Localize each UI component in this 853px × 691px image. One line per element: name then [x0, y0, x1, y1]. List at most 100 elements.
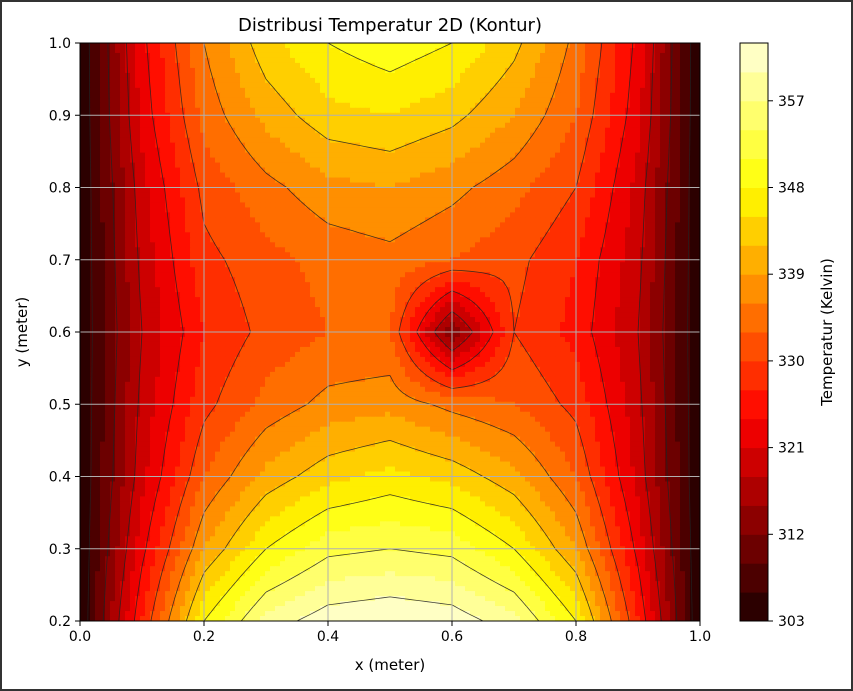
contour-cell — [490, 232, 496, 238]
contour-cell — [230, 72, 236, 79]
contour-cell — [410, 43, 416, 49]
contour-cell — [155, 62, 161, 69]
contour-cell — [440, 142, 446, 149]
contour-cell — [625, 232, 631, 238]
contour-cell — [145, 72, 151, 79]
contour-cell — [510, 102, 516, 109]
contour-cell — [95, 137, 101, 144]
contour-cell — [625, 87, 631, 94]
contour-cell — [415, 227, 421, 233]
contour-cell — [550, 43, 556, 49]
contour-cell — [415, 172, 421, 179]
contour-cell — [110, 127, 116, 134]
contour-cell — [560, 82, 566, 89]
contour-cell — [595, 222, 601, 228]
contour-cell — [115, 152, 121, 159]
contour-cell — [550, 197, 556, 204]
contour-cell — [280, 67, 286, 74]
contour-cell — [380, 177, 386, 184]
contour-cell — [110, 77, 116, 84]
contour-cell — [575, 92, 581, 99]
contour-cell — [420, 157, 426, 164]
contour-cell — [510, 52, 516, 59]
contour-cell — [655, 207, 661, 214]
contour-cell — [150, 62, 156, 69]
contour-cell — [575, 57, 581, 64]
contour-cell — [135, 43, 141, 49]
contour-cell — [525, 107, 531, 114]
contour-cell — [395, 97, 401, 104]
contour-cell — [475, 182, 481, 189]
contour-cell — [365, 107, 371, 114]
contour-cell — [510, 172, 516, 179]
contour-cell — [690, 77, 696, 84]
contour-cell — [240, 207, 246, 214]
contour-cell — [630, 52, 636, 59]
contour-cell — [380, 137, 386, 144]
contour-cell — [565, 47, 571, 54]
contour-cell — [225, 227, 231, 233]
contour-cell — [670, 102, 676, 109]
contour-cell — [100, 167, 106, 174]
contour-cell — [450, 52, 456, 59]
contour-cell — [250, 177, 256, 184]
contour-cell — [320, 167, 326, 174]
contour-cell — [510, 72, 516, 79]
contour-cell — [645, 237, 651, 243]
contour-cell — [300, 237, 306, 243]
contour-cell — [485, 127, 491, 134]
contour-cell — [595, 107, 601, 114]
contour-cell — [605, 132, 611, 139]
contour-cell — [615, 132, 621, 139]
contour-cell — [680, 47, 686, 54]
contour-cell — [400, 97, 406, 104]
contour-cell — [545, 217, 551, 223]
contour-cell — [530, 137, 536, 144]
contour-cell — [250, 67, 256, 74]
contour-cell — [235, 192, 241, 199]
contour-cell — [205, 147, 211, 154]
contour-cell — [395, 142, 401, 149]
contour-cell — [475, 142, 481, 149]
contour-cell — [465, 207, 471, 214]
contour-cell — [655, 172, 661, 179]
contour-cell — [490, 212, 496, 218]
contour-cell — [460, 107, 466, 114]
contour-cell — [445, 127, 451, 134]
contour-cell — [420, 227, 426, 233]
contour-cell — [195, 102, 201, 109]
contour-cell — [655, 192, 661, 199]
contour-cell — [615, 207, 621, 214]
contour-cell — [490, 152, 496, 159]
contour-cell — [205, 107, 211, 114]
contour-cell — [375, 82, 381, 89]
contour-cell — [190, 127, 196, 134]
contour-cell — [245, 147, 251, 154]
contour-cell — [600, 97, 606, 104]
contour-cell — [400, 162, 406, 169]
contour-cell — [560, 212, 566, 218]
contour-cell — [345, 172, 351, 179]
contour-cell — [560, 207, 566, 214]
contour-cell — [80, 217, 86, 223]
contour-cell — [670, 77, 676, 84]
contour-cell — [495, 157, 501, 164]
contour-cell — [455, 97, 461, 104]
contour-cell — [400, 127, 406, 134]
contour-cell — [160, 127, 166, 134]
contour-cell — [440, 212, 446, 218]
contour-cell — [640, 207, 646, 214]
contour-cell — [450, 72, 456, 79]
contour-cell — [630, 47, 636, 54]
contour-cell — [110, 222, 116, 228]
contour-cell — [450, 157, 456, 164]
contour-cell — [320, 237, 326, 243]
contour-cell — [385, 147, 391, 154]
contour-cell — [320, 177, 326, 184]
contour-cell — [255, 212, 261, 218]
contour-cell — [350, 122, 356, 129]
contour-cell — [160, 232, 166, 238]
contour-cell — [120, 182, 126, 189]
contour-cell — [310, 232, 316, 238]
contour-cell — [260, 142, 266, 149]
